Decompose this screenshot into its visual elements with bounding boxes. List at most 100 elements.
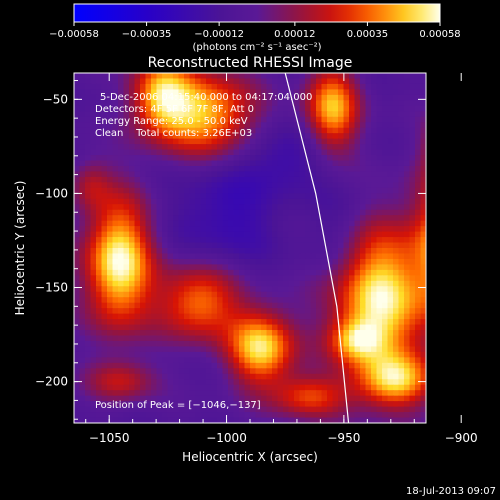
heatmap-cell (107, 340, 114, 348)
heatmap-cell (145, 138, 152, 145)
heatmap-cell (118, 144, 125, 151)
heatmap-cell (327, 155, 334, 162)
heatmap-cell (195, 165, 202, 173)
heatmap-cell (409, 308, 416, 315)
heatmap-cell (288, 264, 295, 271)
heatmap-cell (101, 291, 108, 298)
heatmap-cell (349, 127, 356, 134)
heatmap-cell (343, 264, 350, 271)
heatmap-cell (195, 160, 202, 167)
heatmap-cell (305, 395, 312, 402)
heatmap-cell (266, 406, 273, 413)
heatmap-cell (178, 395, 185, 402)
heatmap-cell (255, 406, 262, 413)
heatmap-cell (211, 220, 218, 227)
heatmap-cell (316, 138, 323, 145)
heatmap-cell (266, 155, 273, 162)
heatmap-cell (420, 176, 426, 183)
heatmap-cell (288, 122, 295, 129)
heatmap-cell (156, 171, 163, 178)
heatmap-cell (420, 368, 426, 375)
heatmap-cell (294, 253, 301, 260)
heatmap-cell (79, 368, 86, 375)
heatmap-cell (299, 73, 306, 80)
heatmap-cell (96, 138, 103, 145)
heatmap-cell (305, 308, 312, 315)
heatmap-cell (365, 412, 372, 419)
heatmap-cell (310, 297, 317, 304)
heatmap-cell (195, 313, 202, 320)
heatmap-cell (420, 105, 426, 112)
heatmap-cell (299, 226, 306, 233)
heatmap-cell (123, 319, 130, 326)
heatmap-cell (409, 286, 416, 293)
heatmap-cell (195, 362, 202, 369)
heatmap-cell (332, 237, 339, 244)
heatmap-cell (107, 379, 114, 386)
heatmap-cell (107, 100, 114, 107)
heatmap-cell (167, 253, 174, 260)
heatmap-cell (415, 368, 422, 375)
heatmap-cell (134, 220, 141, 227)
heatmap-cell (266, 171, 273, 178)
heatmap-cell (349, 324, 356, 331)
heatmap-cell (365, 401, 372, 408)
heatmap-cell (415, 122, 422, 129)
heatmap-cell (343, 94, 350, 101)
heatmap-cell (167, 280, 174, 287)
heatmap-cell (101, 182, 108, 189)
heatmap-cell (140, 116, 147, 123)
heatmap-cell (151, 122, 158, 129)
heatmap-cell (382, 373, 389, 380)
heatmap-cell (277, 313, 284, 320)
heatmap-cell (393, 149, 400, 156)
heatmap-cell (294, 237, 301, 244)
heatmap-cell (387, 373, 394, 380)
heatmap-cell (173, 412, 180, 419)
heatmap-cell (228, 258, 235, 266)
heatmap-cell (288, 193, 295, 200)
heatmap-cell (90, 89, 97, 96)
heatmap-cell (228, 412, 235, 419)
heatmap-cell (349, 171, 356, 178)
heatmap-cell (299, 302, 306, 309)
heatmap-cell (211, 122, 218, 129)
heatmap-cell (173, 116, 180, 123)
heatmap-cell (261, 258, 268, 266)
heatmap-cell (288, 335, 295, 342)
heatmap-cell (195, 368, 202, 375)
heatmap-cells (74, 73, 426, 423)
heatmap-cell (228, 324, 235, 331)
heatmap-cell (107, 215, 114, 222)
heatmap-cell (277, 269, 284, 276)
heatmap-cell (129, 406, 136, 413)
heatmap-cell (134, 100, 141, 107)
heatmap-cell (123, 406, 130, 413)
heatmap-cell (112, 417, 119, 423)
heatmap-cell (178, 220, 185, 227)
heatmap-cell (85, 368, 92, 375)
heatmap-cell (332, 116, 339, 123)
heatmap-cell (145, 390, 152, 397)
heatmap-cell (321, 335, 328, 342)
heatmap-cell (129, 127, 136, 134)
heatmap-cell (327, 395, 334, 402)
heatmap-cell (145, 182, 152, 189)
heatmap-cell (332, 324, 339, 331)
heatmap-cell (162, 368, 169, 375)
heatmap-cell (354, 379, 361, 386)
heatmap-cell (343, 258, 350, 266)
heatmap-cell (228, 253, 235, 260)
heatmap-cell (101, 155, 108, 162)
heatmap-cell (277, 133, 284, 140)
heatmap-cell (228, 313, 235, 320)
heatmap-cell (316, 149, 323, 156)
heatmap-cell (239, 302, 246, 309)
heatmap-cell (90, 330, 97, 337)
heatmap-cell (107, 165, 114, 173)
heatmap-cell (409, 242, 416, 249)
heatmap-cell (244, 313, 251, 320)
heatmap-cell (349, 351, 356, 358)
heatmap-cell (244, 330, 251, 337)
heatmap-cell (255, 253, 262, 260)
